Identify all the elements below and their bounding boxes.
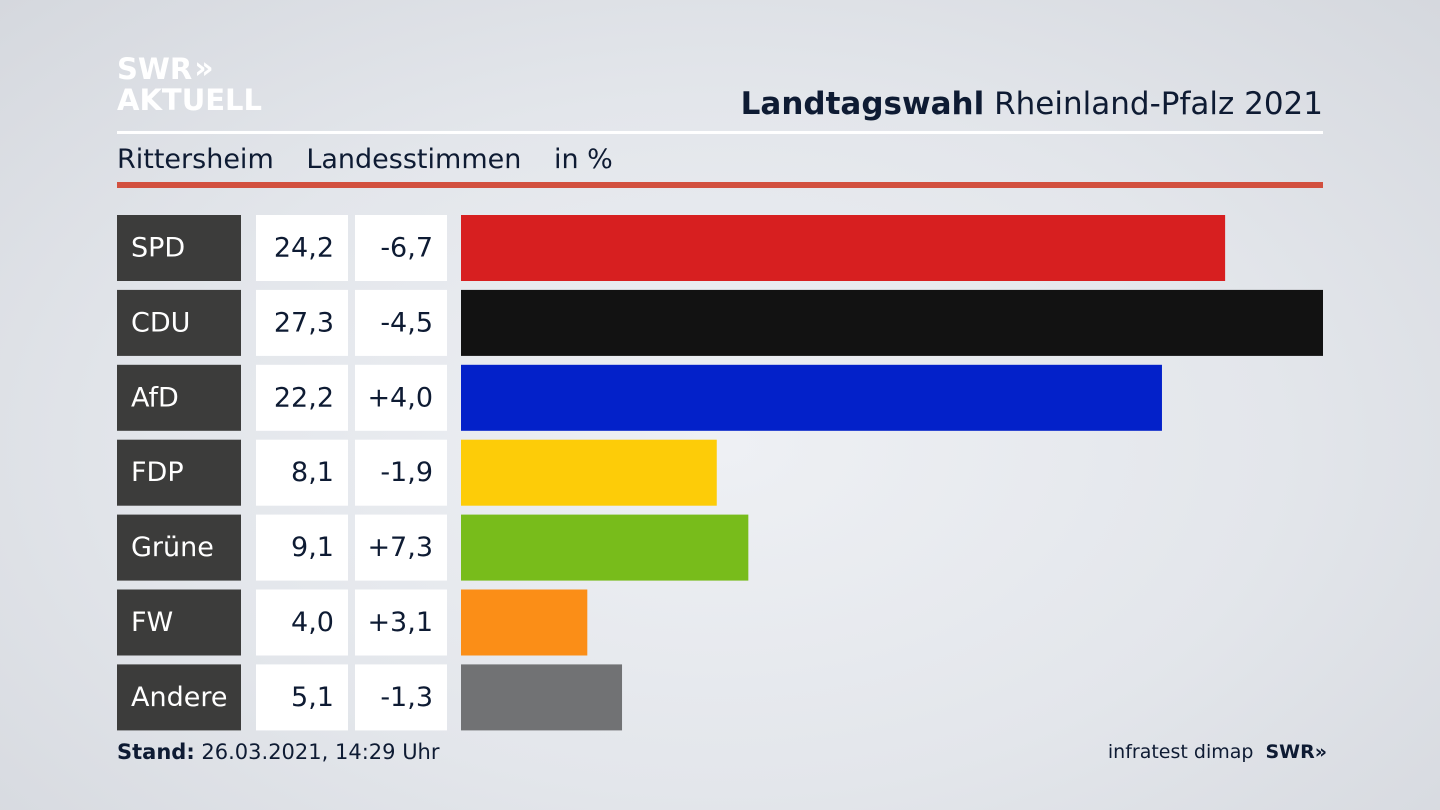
value-label: 8,1 xyxy=(291,457,334,488)
party-label: AfD xyxy=(131,382,179,413)
change-box xyxy=(355,589,447,656)
value-box xyxy=(256,589,348,656)
value-label: 9,1 xyxy=(291,532,334,563)
change-label: +3,1 xyxy=(367,607,433,638)
logo-aktuell-text: AKTUELL xyxy=(117,83,263,117)
party-label-box xyxy=(117,514,241,581)
value-box xyxy=(256,439,348,506)
bar xyxy=(461,664,623,731)
title-regular: Rheinland-Pfalz 2021 xyxy=(994,86,1323,122)
change-box xyxy=(355,215,447,281)
source-credit: infratest dimap SWR» xyxy=(1107,741,1327,763)
party-label: SPD xyxy=(131,233,185,264)
party-label: Grüne xyxy=(131,532,214,563)
swr-logo-text: SWR xyxy=(1265,741,1315,763)
value-label: 27,3 xyxy=(274,307,334,338)
party-label-box xyxy=(117,289,241,356)
stand-value: 26.03.2021, 14:29 Uhr xyxy=(201,740,440,764)
logo-swr-text: SWR xyxy=(117,52,193,86)
accent-divider xyxy=(117,182,1323,188)
change-label: +7,3 xyxy=(367,532,433,563)
swr-chevron-icon: » xyxy=(1314,741,1327,763)
change-label: -1,9 xyxy=(380,457,433,488)
change-box xyxy=(355,664,447,731)
party-label-box xyxy=(117,589,241,656)
value-box xyxy=(256,364,348,431)
bar xyxy=(461,514,749,581)
party-label: FDP xyxy=(131,457,184,488)
party-label: CDU xyxy=(131,307,190,338)
value-box xyxy=(256,289,348,356)
value-box xyxy=(256,664,348,731)
timestamp: Stand: 26.03.2021, 14:29 Uhr xyxy=(117,740,440,764)
title-divider xyxy=(117,131,1323,134)
value-label: 4,0 xyxy=(291,607,334,638)
value-label: 24,2 xyxy=(274,233,334,264)
bar xyxy=(461,439,717,506)
page-title: Landtagswahl Rheinland-Pfalz 2021 xyxy=(741,86,1323,122)
change-box xyxy=(355,439,447,506)
title-bold: Landtagswahl xyxy=(740,86,985,122)
value-box xyxy=(256,514,348,581)
change-label: -4,5 xyxy=(380,307,433,338)
value-box xyxy=(256,215,348,281)
value-label: 22,2 xyxy=(274,382,334,413)
bar xyxy=(461,589,588,656)
party-label: FW xyxy=(131,607,173,638)
swr-aktuell-logo: SWR» AKTUELL xyxy=(117,52,263,117)
change-box xyxy=(355,514,447,581)
chart-subtitle: Rittersheim Landesstimmen in % xyxy=(117,144,637,175)
subtitle-measure: Landesstimmen xyxy=(306,144,522,175)
bar xyxy=(461,364,1162,431)
bar xyxy=(461,289,1323,356)
change-label: -1,3 xyxy=(380,682,433,713)
party-label-box xyxy=(117,215,241,281)
swr-logo: SWR» xyxy=(1265,741,1327,763)
party-label: Andere xyxy=(131,682,227,713)
party-label-box xyxy=(117,364,241,431)
party-label-box xyxy=(117,439,241,506)
change-box xyxy=(355,364,447,431)
subtitle-unit: in % xyxy=(553,144,613,175)
change-label: -6,7 xyxy=(380,233,433,264)
stand-label: Stand: xyxy=(117,740,195,764)
value-label: 5,1 xyxy=(291,682,334,713)
bar xyxy=(461,215,1226,281)
change-box xyxy=(355,289,447,356)
party-label-box xyxy=(117,664,241,731)
change-label: +4,0 xyxy=(367,382,433,413)
source-text: infratest dimap xyxy=(1107,741,1254,763)
subtitle-place: Rittersheim xyxy=(117,144,274,175)
